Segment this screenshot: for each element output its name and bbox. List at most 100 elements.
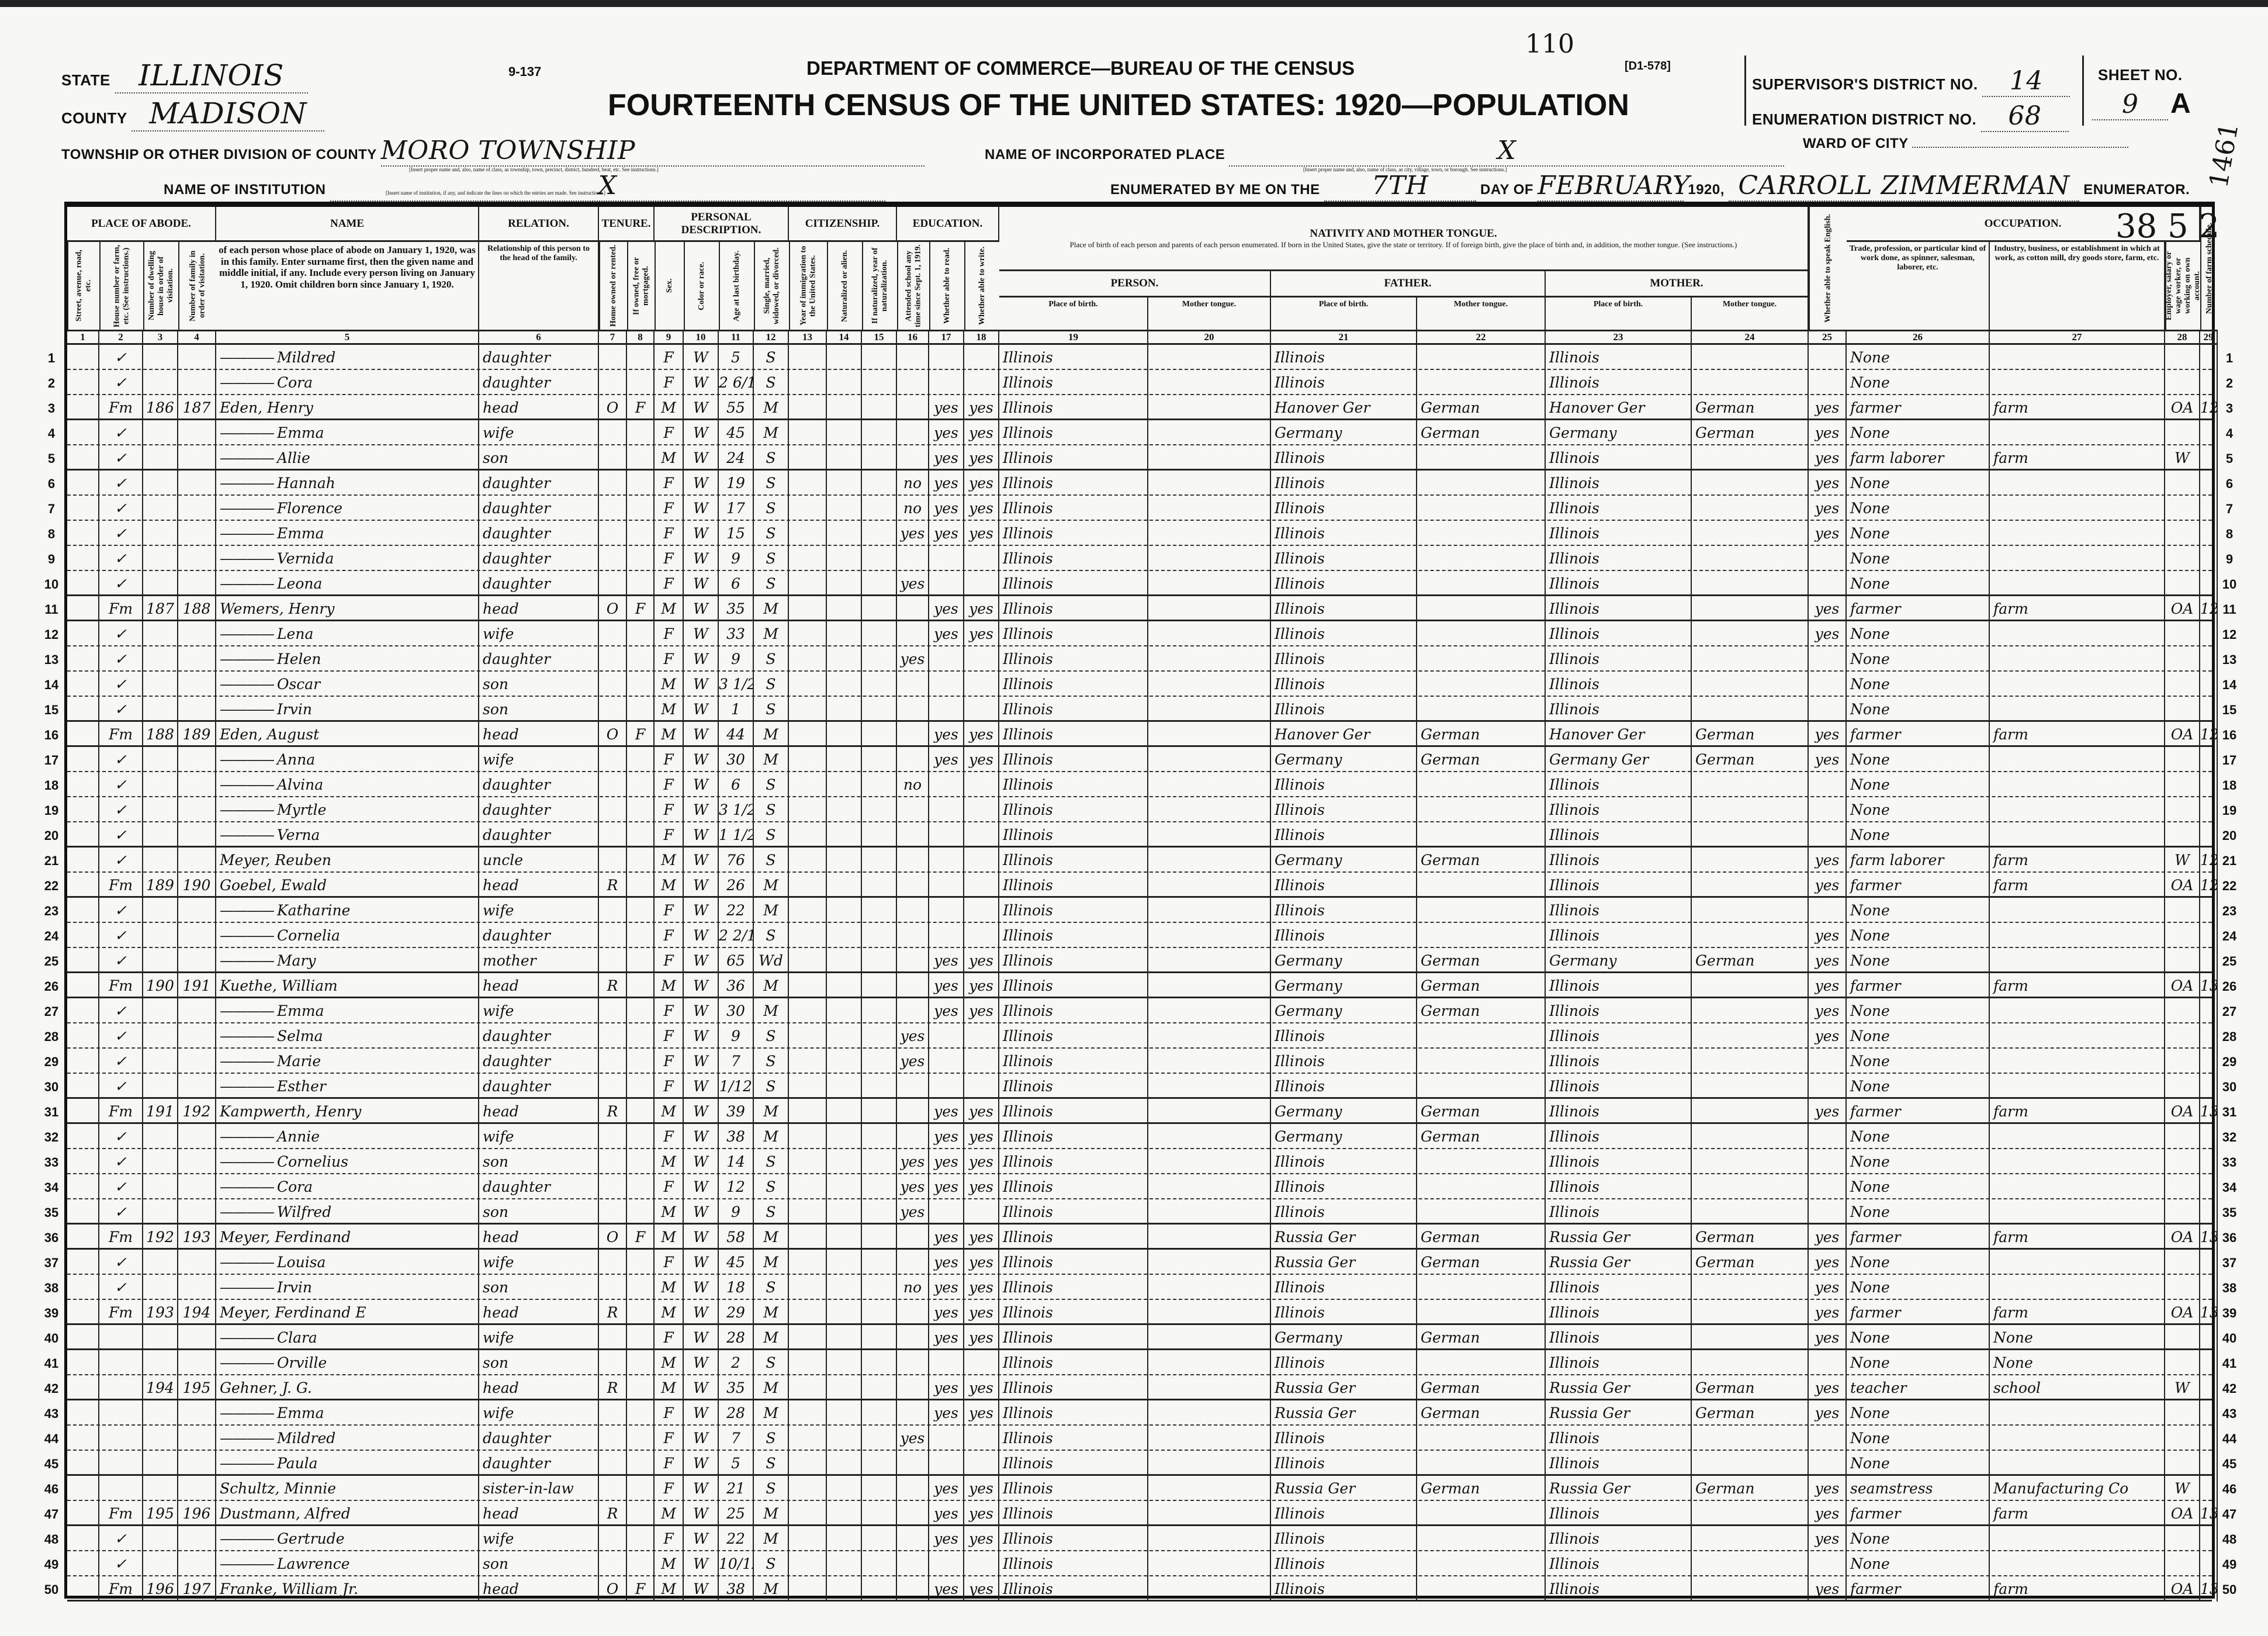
cell-col9: F <box>655 923 684 948</box>
cell-col24 <box>1692 646 1809 672</box>
cell-col28 <box>2165 772 2200 797</box>
column-number-10: 10 <box>684 330 719 345</box>
cell-col20 <box>1148 621 1271 646</box>
cell-col9: F <box>655 546 684 571</box>
cell-col28 <box>2165 646 2200 672</box>
cell-col13 <box>789 973 827 998</box>
cell-col1 <box>67 1451 99 1476</box>
cell-col26: None <box>1847 822 1990 848</box>
cell-col3: 187 <box>143 596 178 621</box>
cell-col2: Fm <box>99 973 143 998</box>
cell-col12: S <box>754 521 789 546</box>
cell-col14 <box>827 1275 862 1300</box>
cell-col18: yes <box>964 1576 999 1602</box>
cell-col6: head <box>479 1099 599 1124</box>
cell-col23: Russia Ger <box>1546 1400 1692 1426</box>
cell-col6: son <box>479 1350 599 1375</box>
column-header-5: of each person whose place of abode on J… <box>216 242 479 330</box>
cell-col19: Illinois <box>999 1300 1148 1325</box>
cell-col29 <box>2200 1375 2218 1400</box>
cell-col28 <box>2165 1199 2200 1225</box>
cell-col23: Illinois <box>1546 521 1692 546</box>
cell-col17: yes <box>929 496 964 521</box>
cell-col19: Illinois <box>999 1576 1148 1602</box>
cell-col15 <box>862 1174 897 1199</box>
cell-col12: M <box>754 621 789 646</box>
cell-col11: 30 <box>719 747 754 772</box>
cell-col23: Illinois <box>1546 1300 1692 1325</box>
column-number-23: 23 <box>1546 330 1692 345</box>
cell-col14 <box>827 1375 862 1400</box>
cell-col29: 129 <box>2200 848 2218 873</box>
cell-col24 <box>1692 571 1809 596</box>
state-field: State Illinois <box>61 58 308 94</box>
cell-col17: yes <box>929 1476 964 1501</box>
cell-col14 <box>827 898 862 923</box>
cell-col13 <box>789 948 827 973</box>
line-number: 26 <box>2218 979 2241 994</box>
day-of-label: day of <box>1480 182 1533 198</box>
cell-col12: S <box>754 496 789 521</box>
cell-col23: Illinois <box>1546 546 1692 571</box>
cell-col29 <box>2200 1451 2218 1476</box>
cell-col6: head <box>479 1225 599 1250</box>
line-number: 12 <box>2218 627 2241 642</box>
cell-col16 <box>897 672 929 697</box>
cell-col9: M <box>655 697 684 722</box>
cell-col3 <box>143 1023 178 1049</box>
line-number: 43 <box>40 1406 63 1421</box>
cell-col18 <box>964 1074 999 1099</box>
cell-col18 <box>964 646 999 672</box>
cell-col1 <box>67 1426 99 1451</box>
column-number-8: 8 <box>627 330 655 345</box>
cell-col26: farmer <box>1847 1225 1990 1250</box>
cell-col17 <box>929 923 964 948</box>
cell-col28 <box>2165 998 2200 1023</box>
cell-col14 <box>827 345 862 370</box>
cell-col21: Illinois <box>1271 1350 1417 1375</box>
cell-col15 <box>862 1225 897 1250</box>
line-number: 50 <box>40 1582 63 1597</box>
cell-col13 <box>789 395 827 420</box>
cell-col7: O <box>599 722 627 747</box>
cell-col16 <box>897 1476 929 1501</box>
cell-col11: 1 <box>719 697 754 722</box>
cell-col17 <box>929 1049 964 1074</box>
cell-col10: W <box>684 471 719 496</box>
cell-col20 <box>1148 1074 1271 1099</box>
cell-col2: ✓ <box>99 1526 143 1551</box>
cell-col19: Illinois <box>999 370 1148 395</box>
cell-col7 <box>599 1049 627 1074</box>
cell-col26: None <box>1847 1049 1990 1074</box>
cell-col3 <box>143 546 178 571</box>
cell-col13 <box>789 822 827 848</box>
cell-col17: yes <box>929 747 964 772</box>
township-field: Township or other division of county Mor… <box>61 136 924 167</box>
line-number: 22 <box>40 878 63 894</box>
cell-col19: Illinois <box>999 1250 1148 1275</box>
cell-col5: Mary <box>216 948 479 973</box>
cell-col15 <box>862 546 897 571</box>
cell-col6: wife <box>479 621 599 646</box>
cell-col19: Illinois <box>999 571 1148 596</box>
cell-col17: yes <box>929 973 964 998</box>
cell-col22 <box>1417 1551 1546 1576</box>
cell-col8 <box>627 1300 655 1325</box>
cell-col14 <box>827 923 862 948</box>
cell-col19: Illinois <box>999 1501 1148 1526</box>
cell-col8 <box>627 772 655 797</box>
cell-col24 <box>1692 370 1809 395</box>
column-header-19: Place of birth. <box>999 298 1148 330</box>
cell-col25: yes <box>1809 1501 1847 1526</box>
form-code: [D1-578] <box>1625 60 1671 73</box>
column-header-12: Single, married, widowed, or divorced. <box>754 242 789 330</box>
cell-col9: F <box>655 496 684 521</box>
cell-col15 <box>862 1476 897 1501</box>
cell-col19: Illinois <box>999 1099 1148 1124</box>
cell-col26: farmer <box>1847 596 1990 621</box>
cell-col1 <box>67 1300 99 1325</box>
cell-col19: Illinois <box>999 1149 1148 1174</box>
cell-col8: F <box>627 1576 655 1602</box>
